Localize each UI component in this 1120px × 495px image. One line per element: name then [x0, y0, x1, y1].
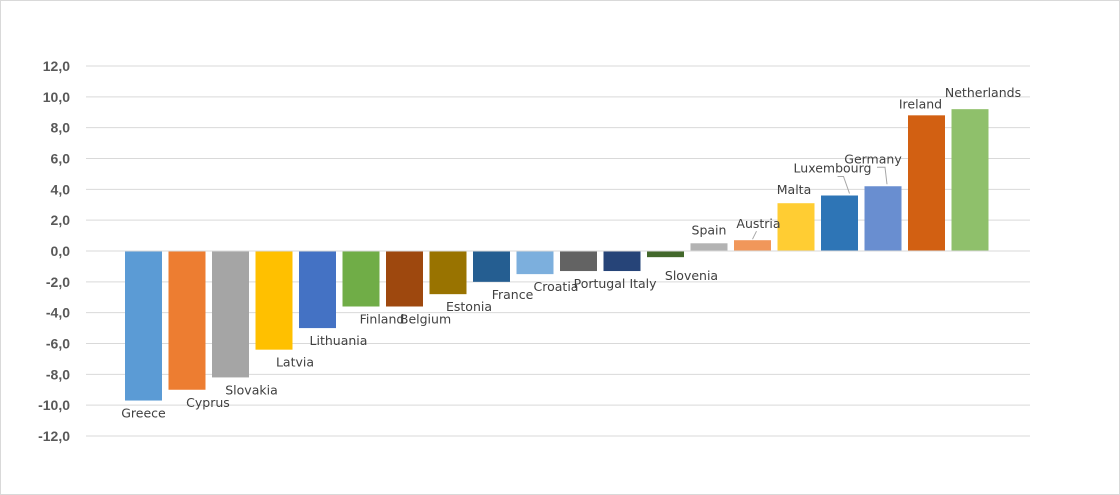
- y-tick-label: 0,0: [51, 243, 71, 259]
- data-label-italy: Italy: [629, 276, 657, 291]
- bar-austria: [734, 240, 771, 251]
- bar-ireland: [908, 115, 945, 251]
- data-label-malta: Malta: [777, 182, 811, 197]
- bar-slovakia: [212, 251, 249, 378]
- bar-estonia: [429, 251, 467, 295]
- data-label-belgium: Belgium: [400, 312, 451, 327]
- data-label-ireland: Ireland: [899, 96, 942, 111]
- bar-latvia: [255, 251, 293, 350]
- data-label-austria: Austria: [736, 216, 780, 231]
- data-label-spain: Spain: [692, 222, 727, 237]
- bar-malta: [777, 203, 815, 251]
- bar-greece: [125, 251, 162, 401]
- data-label-slovenia: Slovenia: [665, 268, 718, 283]
- data-label-latvia: Latvia: [276, 355, 314, 370]
- bars: [125, 109, 989, 401]
- bar-italy: [603, 251, 641, 272]
- data-label-germany: Germany: [844, 151, 902, 166]
- data-label-portugal: Portugal: [574, 276, 626, 291]
- y-tick-label: 8,0: [51, 120, 71, 136]
- bar-france: [473, 251, 510, 282]
- y-tick-label: 6,0: [51, 151, 71, 167]
- y-tick-label: -6,0: [46, 336, 70, 352]
- data-label-croatia: Croatia: [534, 279, 579, 294]
- bar-finland: [342, 251, 380, 307]
- bar-portugal: [560, 251, 597, 272]
- y-tick-label: 10,0: [43, 89, 70, 105]
- data-label-france: France: [492, 287, 534, 302]
- leader-line: [837, 176, 850, 194]
- bar-luxembourg: [821, 195, 858, 251]
- leader-lines: [752, 166, 888, 240]
- y-tick-label: 12,0: [43, 58, 70, 74]
- y-tick-label: 2,0: [51, 212, 71, 228]
- bar-croatia: [516, 251, 554, 275]
- bar-cyprus: [168, 251, 206, 390]
- bar-spain: [690, 243, 728, 251]
- y-tick-label: -12,0: [38, 428, 70, 444]
- leader-line: [877, 166, 888, 185]
- data-label-netherlands: Netherlands: [945, 85, 1021, 100]
- data-label-cyprus: Cyprus: [186, 395, 230, 410]
- y-tick-label: -8,0: [46, 366, 70, 382]
- leader-line: [752, 230, 757, 240]
- data-label-finland: Finland: [360, 312, 405, 327]
- bar-slovenia: [647, 251, 684, 258]
- data-label-estonia: Estonia: [446, 299, 492, 314]
- bar-netherlands: [951, 109, 989, 252]
- data-label-greece: Greece: [121, 406, 166, 421]
- y-tick-label: 4,0: [51, 181, 71, 197]
- bar-germany: [864, 186, 902, 251]
- y-tick-label: -4,0: [46, 305, 70, 321]
- data-label-lithuania: Lithuania: [310, 333, 368, 348]
- y-tick-label: -10,0: [38, 397, 70, 413]
- data-label-luxembourg: Luxembourg: [794, 161, 872, 176]
- y-axis-ticks: 12,0 10,0 8,0 6,0 4,0 2,0 0,0 -2,0 -4,0 -6,0 -8,0 -…: [38, 58, 70, 444]
- data-label-slovakia: Slovakia: [225, 382, 277, 397]
- bar-lithuania: [299, 251, 336, 329]
- bar-belgium: [386, 251, 423, 307]
- y-tick-label: -2,0: [46, 274, 70, 290]
